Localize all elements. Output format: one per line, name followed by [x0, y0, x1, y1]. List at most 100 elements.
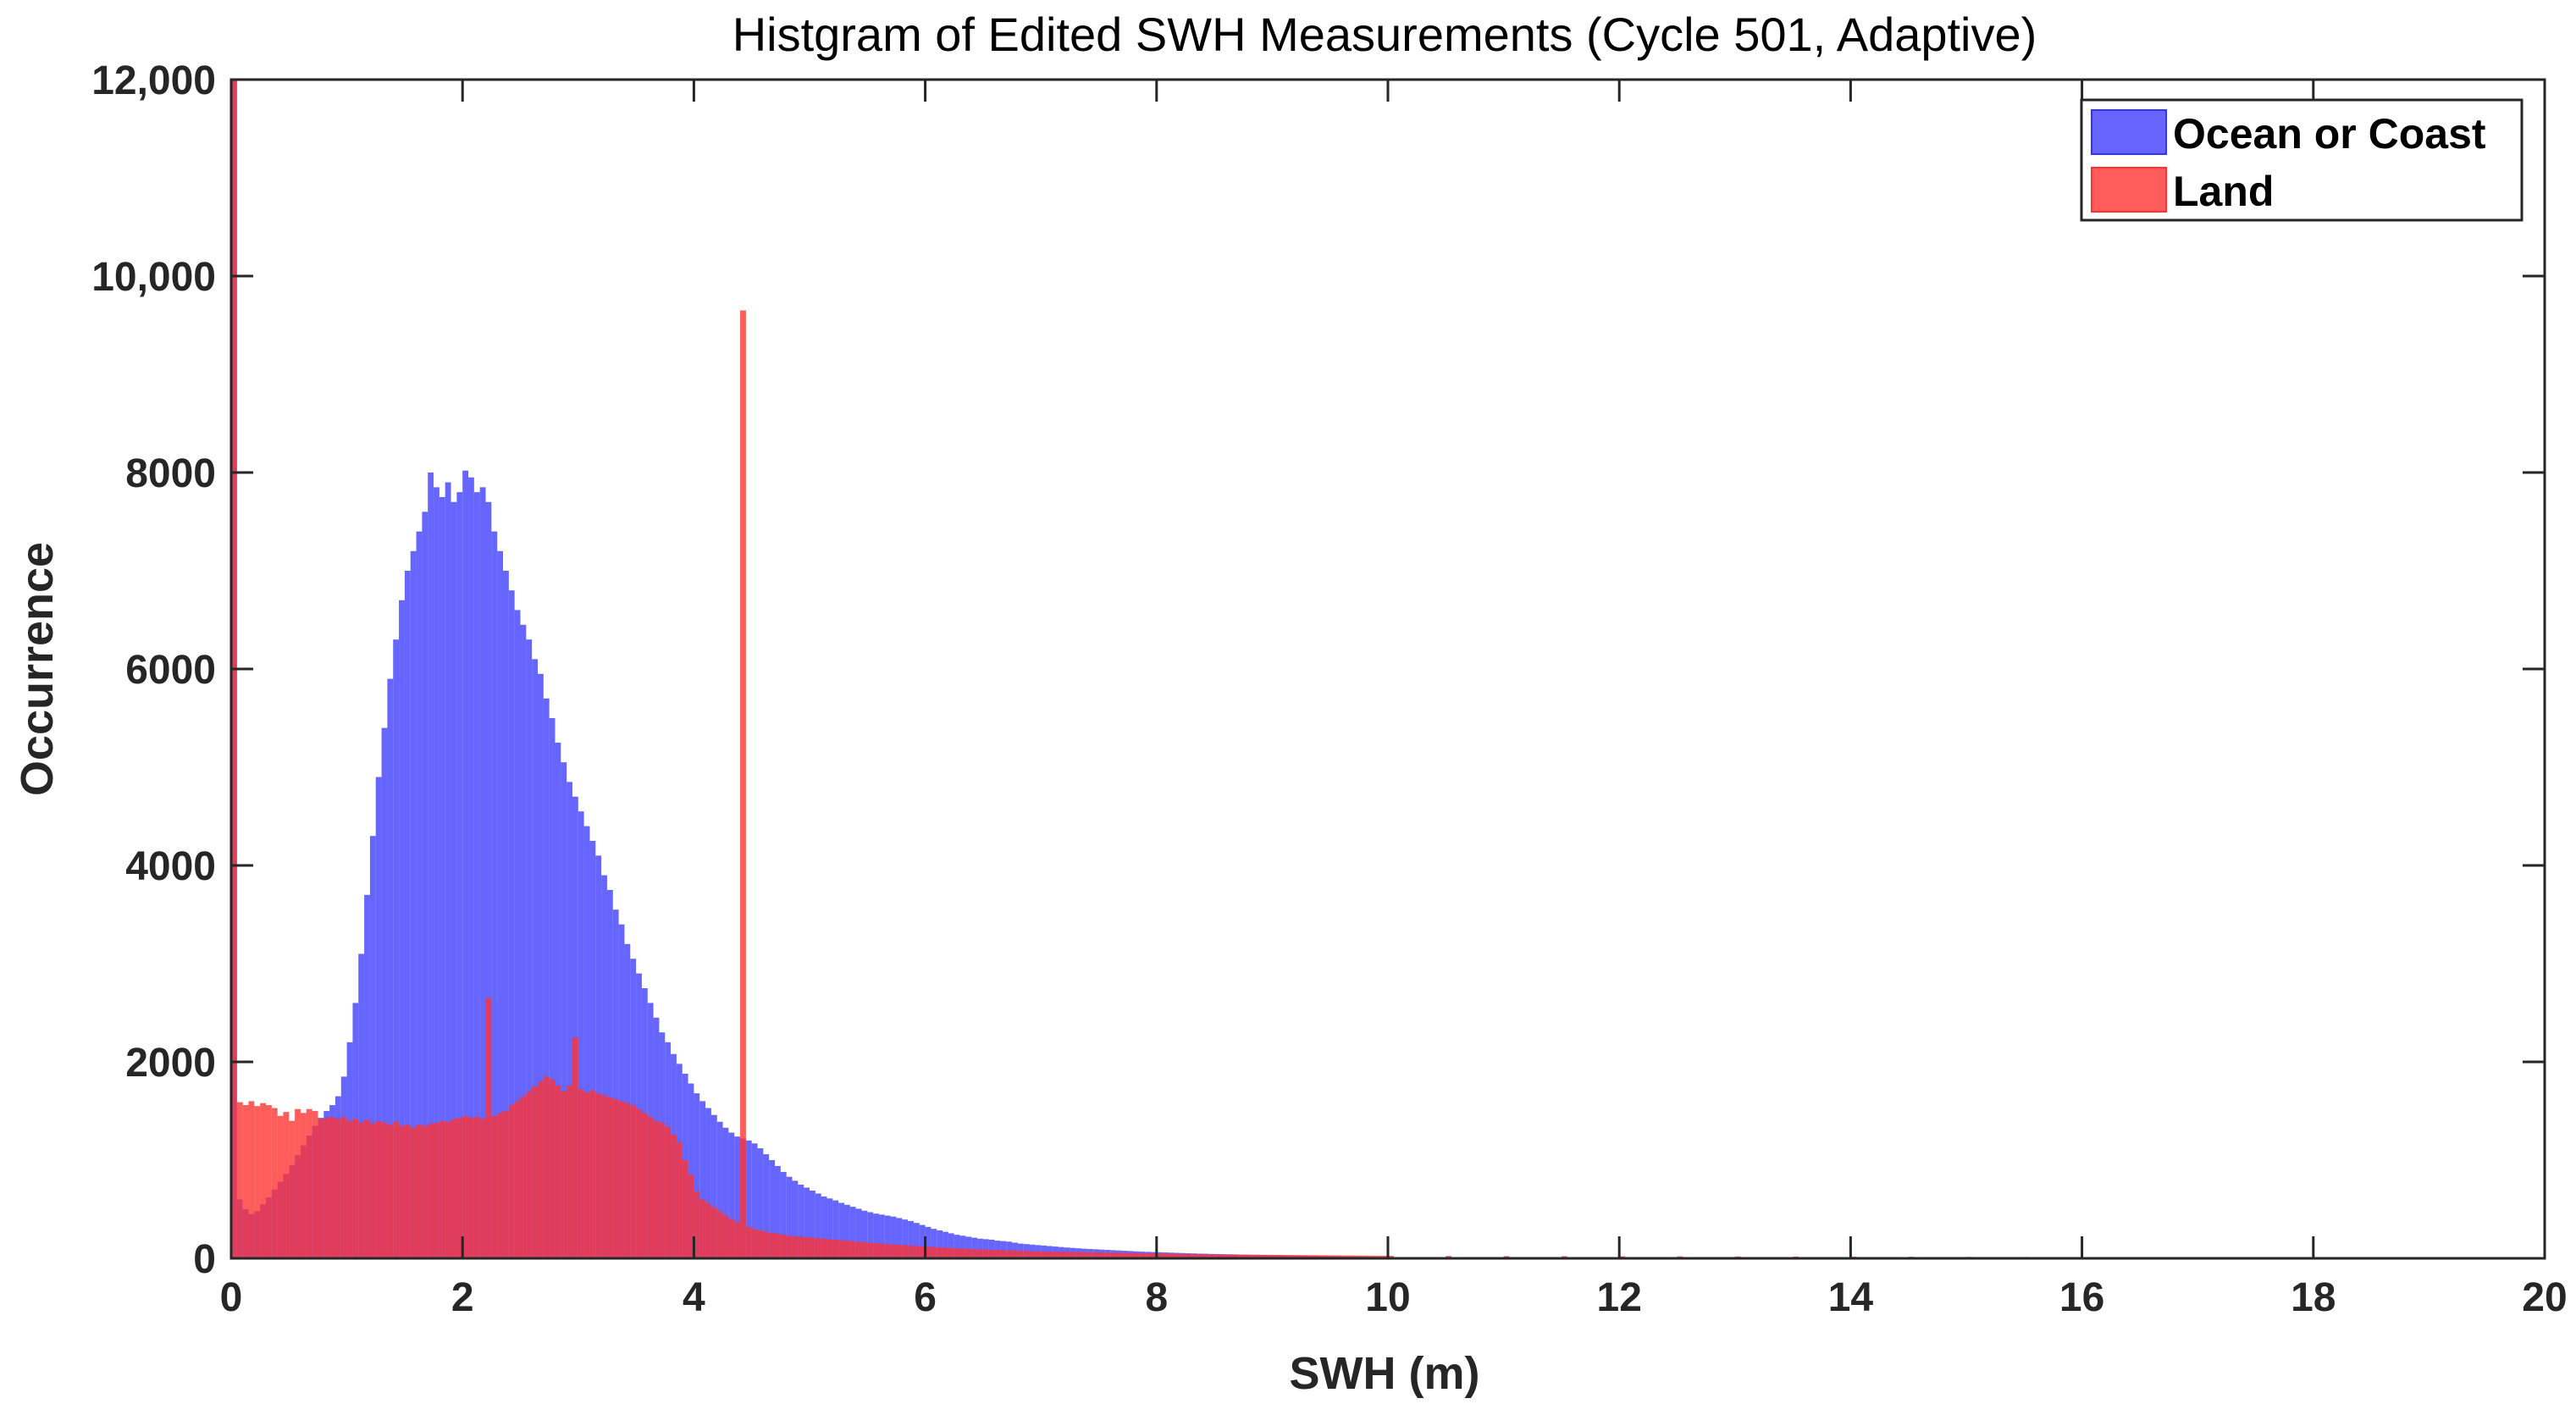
- histogram-bar-land-85: [722, 1214, 729, 1258]
- histogram-bar-ocean-or-coast-132: [994, 1241, 1001, 1258]
- histogram-bar-ocean-or-coast-63: [595, 855, 602, 1258]
- histogram-bar-land-141: [1047, 1251, 1053, 1258]
- histogram-bar-land-71: [641, 1113, 648, 1258]
- histogram-bar-ocean-or-coast-103: [826, 1198, 833, 1258]
- histogram-bar-land-126: [959, 1248, 966, 1258]
- histogram-bar-ocean-or-coast-126: [959, 1235, 966, 1258]
- histogram-bar-land-81: [699, 1199, 706, 1258]
- histogram-bar-ocean-or-coast-87: [734, 1136, 741, 1258]
- histogram-bar-ocean-or-coast-45: [491, 531, 498, 1258]
- histogram-bar-land-69: [630, 1105, 637, 1258]
- histogram-bar-land-151: [1104, 1252, 1111, 1258]
- histogram-bar-land-89: [745, 1226, 752, 1258]
- histogram-bar-land-133: [1000, 1250, 1007, 1258]
- x-tick-label: 10: [1365, 1275, 1410, 1320]
- histogram-bar-ocean-or-coast-26: [381, 727, 388, 1258]
- histogram-bar-ocean-or-coast-120: [925, 1226, 931, 1258]
- histogram-bar-land-193: [1347, 1255, 1354, 1258]
- histogram-bar-land-78: [682, 1160, 688, 1258]
- histogram-bar-land-110: [867, 1242, 874, 1258]
- histogram-bar-land-91: [757, 1230, 764, 1258]
- histogram-bar-land-80: [694, 1191, 700, 1258]
- histogram-bar-land-41: [468, 1118, 474, 1258]
- histogram-bar-land-109: [861, 1241, 868, 1258]
- histogram-bar-land-35: [434, 1122, 439, 1258]
- x-tick-label: 14: [1828, 1275, 1874, 1320]
- histogram-bar-land-3: [248, 1101, 255, 1258]
- histogram-bar-land-146: [1075, 1252, 1082, 1258]
- histogram-bar-land-198: [1376, 1255, 1383, 1258]
- y-tick-label: 12,000: [91, 58, 216, 103]
- histogram-bar-ocean-or-coast-91: [757, 1148, 764, 1258]
- histogram-bar-ocean-or-coast-93: [769, 1160, 776, 1258]
- histogram-bar-land-166: [1191, 1253, 1197, 1258]
- histogram-bar-land-59: [572, 1037, 578, 1258]
- histogram-bar-ocean-or-coast-82: [705, 1108, 711, 1258]
- histogram-bar-ocean-or-coast-50: [520, 624, 527, 1258]
- histogram-bar-ocean-or-coast-134: [1006, 1241, 1013, 1258]
- histogram-bar-ocean-or-coast-33: [422, 511, 428, 1258]
- histogram-bar-land-5: [260, 1103, 266, 1258]
- histogram-bar-ocean-or-coast-90: [751, 1143, 758, 1258]
- histogram-bar-land-45: [491, 1115, 498, 1258]
- histogram-bar-ocean-or-coast-81: [699, 1101, 706, 1258]
- histogram-bar-ocean-or-coast-23: [364, 894, 370, 1258]
- histogram-bar-ocean-or-coast-43: [479, 487, 486, 1258]
- histogram-bar-ocean-or-coast-112: [878, 1214, 885, 1258]
- histogram-bar-ocean-or-coast-62: [589, 841, 596, 1258]
- histogram-bar-ocean-or-coast-30: [404, 571, 411, 1258]
- histogram-bar-ocean-or-coast-98: [798, 1185, 804, 1258]
- histogram-bar-land-100: [810, 1237, 815, 1258]
- histogram-bar-land-115: [896, 1244, 903, 1258]
- histogram-bar-ocean-or-coast-116: [902, 1219, 909, 1258]
- histogram-bar-ocean-or-coast-121: [931, 1229, 937, 1258]
- histogram-bar-land-176: [1249, 1254, 1255, 1258]
- histogram-bar-land-159: [1150, 1253, 1157, 1258]
- histogram-bar-land-191: [1335, 1255, 1342, 1258]
- histogram-bar-ocean-or-coast-85: [722, 1127, 729, 1258]
- histogram-bar-land-190: [1329, 1255, 1336, 1258]
- histogram-bar-ocean-or-coast-61: [583, 826, 590, 1258]
- histogram-bar-ocean-or-coast-32: [416, 531, 423, 1258]
- histogram-bar-land-76: [671, 1134, 677, 1258]
- legend-label-ocean-or-coast: Ocean or Coast: [2173, 110, 2486, 158]
- histogram-bar-ocean-or-coast-58: [567, 782, 572, 1258]
- histogram-bar-ocean-or-coast-100: [810, 1190, 815, 1258]
- histogram-bar-ocean-or-coast-127: [965, 1236, 972, 1258]
- histogram-bar-land-37: [445, 1121, 451, 1258]
- histogram-bar-ocean-or-coast-41: [468, 477, 474, 1258]
- histogram-bar-land-20: [346, 1120, 353, 1258]
- histogram-bar-ocean-or-coast-124: [948, 1233, 954, 1258]
- histogram-bar-land-43: [479, 1119, 486, 1258]
- histogram-bar-land-149: [1092, 1252, 1099, 1258]
- histogram-bar-ocean-or-coast-56: [555, 743, 561, 1258]
- histogram-bar-land-173: [1231, 1254, 1238, 1258]
- histogram-bar-land-7: [271, 1108, 278, 1258]
- histogram-bar-land-60: [578, 1089, 584, 1258]
- histogram-bar-ocean-or-coast-38: [451, 501, 457, 1258]
- histogram-bar-land-127: [965, 1248, 972, 1258]
- histogram-bar-land-178: [1260, 1254, 1267, 1258]
- histogram-bar-land-55: [549, 1079, 556, 1258]
- histogram-bar-land-34: [428, 1124, 434, 1258]
- histogram-bar-ocean-or-coast-105: [838, 1202, 844, 1258]
- histogram-bar-land-31: [410, 1127, 417, 1258]
- histogram-bar-land-129: [977, 1249, 983, 1258]
- histogram-bar-land-143: [1058, 1252, 1064, 1258]
- histogram-bar-ocean-or-coast-42: [473, 492, 480, 1258]
- histogram-bar-ocean-or-coast-36: [439, 497, 445, 1258]
- histogram-bar-land-26: [381, 1122, 388, 1258]
- histogram-bar-land-121: [931, 1246, 937, 1258]
- histogram-bar-land-96: [786, 1235, 793, 1258]
- histogram-bar-land-147: [1081, 1252, 1087, 1258]
- histogram-bar-land-169: [1208, 1254, 1215, 1258]
- histogram-bar-ocean-or-coast-51: [526, 639, 533, 1258]
- histogram-bar-land-27: [387, 1125, 394, 1258]
- histogram-bar-land-1: [236, 1102, 243, 1258]
- histogram-bar-land-119: [919, 1246, 926, 1258]
- histogram-bar-land-111: [873, 1243, 879, 1258]
- histogram-bar-land-194: [1353, 1255, 1359, 1258]
- x-tick-label: 20: [2522, 1275, 2567, 1320]
- histogram-bar-ocean-or-coast-31: [410, 550, 417, 1258]
- histogram-bar-land-98: [798, 1236, 804, 1258]
